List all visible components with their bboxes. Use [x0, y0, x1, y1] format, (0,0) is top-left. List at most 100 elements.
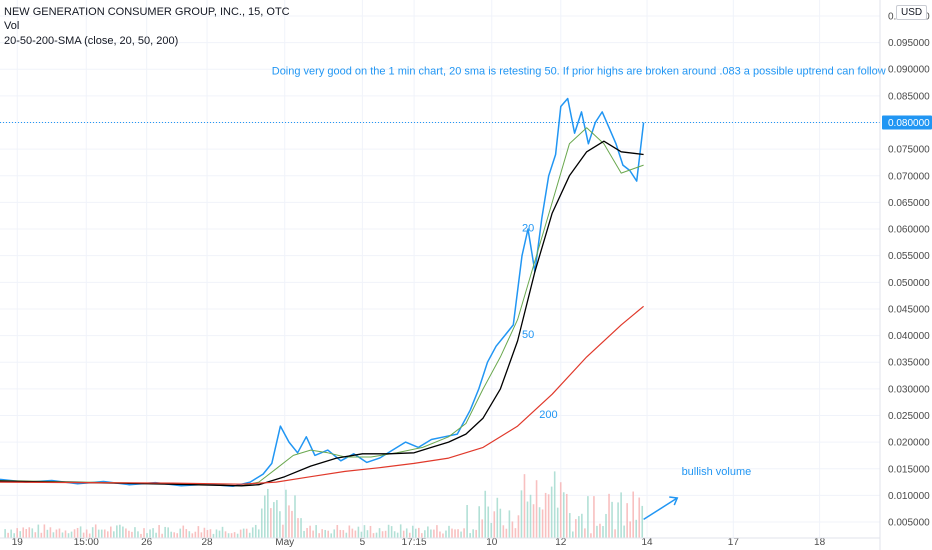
volume-bar	[457, 529, 459, 538]
volume-bar	[321, 529, 323, 538]
volume-bar	[245, 528, 248, 538]
volume-bar	[593, 496, 595, 538]
volume-bar	[484, 490, 487, 538]
volume-bar	[469, 533, 471, 538]
volume-bar	[94, 524, 97, 538]
volume-bar	[273, 502, 275, 538]
volume-bar	[411, 525, 414, 538]
volume-bar	[176, 533, 179, 538]
volume-bar	[393, 531, 396, 538]
volume-bar	[97, 529, 100, 538]
y-tick-label: 0.025000	[888, 411, 930, 422]
volume-bar	[559, 482, 562, 538]
volume-bar	[629, 521, 631, 538]
price-line	[0, 97, 645, 488]
volume-bar	[100, 529, 103, 538]
y-tick-label: 0.010000	[888, 491, 930, 502]
volume-bar	[79, 526, 82, 538]
y-tick-label: 0.045000	[888, 304, 930, 315]
volume-bar	[493, 511, 496, 538]
volume-bar	[623, 525, 625, 538]
volume-bar	[239, 529, 242, 538]
volume-bar	[602, 526, 604, 538]
volume-bar	[257, 529, 260, 538]
volume-bar	[369, 525, 372, 538]
volume-bar	[212, 533, 215, 538]
volume-bar	[173, 532, 176, 538]
x-tick-label: 19	[12, 537, 24, 548]
volume-bar	[396, 532, 399, 538]
currency-button[interactable]: USD	[896, 5, 928, 20]
volume-bar	[532, 504, 535, 538]
volume-bar	[402, 530, 405, 538]
y-tick-label: 0.020000	[888, 438, 930, 449]
volume-bar	[140, 533, 142, 538]
volume-bar	[19, 531, 22, 538]
volume-bar	[276, 500, 278, 538]
volume-bar	[339, 529, 342, 538]
volume-bar	[224, 531, 227, 538]
volume-bar	[448, 525, 450, 538]
volume-bar	[638, 497, 641, 538]
volume-bar	[85, 529, 88, 538]
volume-bar	[584, 528, 586, 538]
x-tick-label: 26	[141, 537, 153, 548]
volume-bar	[209, 529, 212, 538]
volume-bar	[418, 527, 420, 538]
volume-bar	[439, 531, 441, 538]
volume-bar	[264, 495, 266, 538]
chart-labels: 20 50 200 Doing very good on the 1 min char…	[272, 66, 886, 520]
volume-bar	[25, 529, 28, 538]
y-tick-label: 0.095000	[888, 38, 930, 49]
x-tick-label: 17	[728, 537, 740, 548]
volume-bar	[103, 529, 106, 538]
volume-bar	[203, 527, 206, 538]
volume-bar	[300, 518, 302, 538]
volume-bar	[149, 529, 151, 538]
volume-bar	[596, 525, 598, 538]
volume-bar	[22, 527, 25, 538]
volume-indicator-label[interactable]: Vol	[4, 20, 20, 32]
volume-bar	[52, 532, 55, 538]
volume-bar	[303, 530, 305, 538]
volume-bar	[529, 494, 532, 538]
volume-bar	[233, 532, 236, 538]
volume-bar	[463, 528, 465, 538]
volume-bar	[125, 528, 127, 538]
volume-bar	[170, 531, 172, 538]
sma-indicator-label[interactable]: 20-50-200-SMA (close, 20, 50, 200)	[4, 35, 179, 47]
volume-bar	[37, 524, 40, 538]
volume-bar	[617, 502, 619, 538]
x-tick-label: 15:00	[74, 537, 99, 548]
volume-bar	[587, 496, 589, 538]
volume-bar	[110, 526, 112, 538]
volume-bar	[58, 528, 61, 538]
volume-bar	[324, 529, 326, 538]
volume-bar	[575, 519, 577, 538]
volume-bar	[611, 501, 613, 538]
volume-bar	[155, 532, 157, 538]
volume-bar	[134, 527, 136, 538]
volume-bar	[46, 529, 49, 538]
volume-bar	[408, 532, 411, 538]
volume-bar	[345, 532, 348, 538]
volume-bar	[360, 531, 363, 538]
volume-bar	[116, 525, 118, 538]
volume-bar	[146, 533, 148, 538]
volume-bar	[221, 526, 224, 538]
volume-bar	[291, 510, 293, 538]
volume-bar	[496, 497, 499, 538]
y-tick-label: 0.085000	[888, 91, 930, 102]
volume-bar	[333, 529, 336, 538]
volume-bar	[306, 528, 308, 538]
volume-bar	[472, 529, 474, 538]
volume-bar	[309, 525, 311, 538]
volume-bar	[348, 525, 351, 538]
volume-bar	[399, 524, 402, 538]
y-tick-label: 0.040000	[888, 331, 930, 342]
sma200-line	[0, 305, 644, 485]
volume-bar	[206, 529, 209, 538]
y-tick-label: 0.030000	[888, 384, 930, 395]
volume-bar	[82, 532, 85, 538]
